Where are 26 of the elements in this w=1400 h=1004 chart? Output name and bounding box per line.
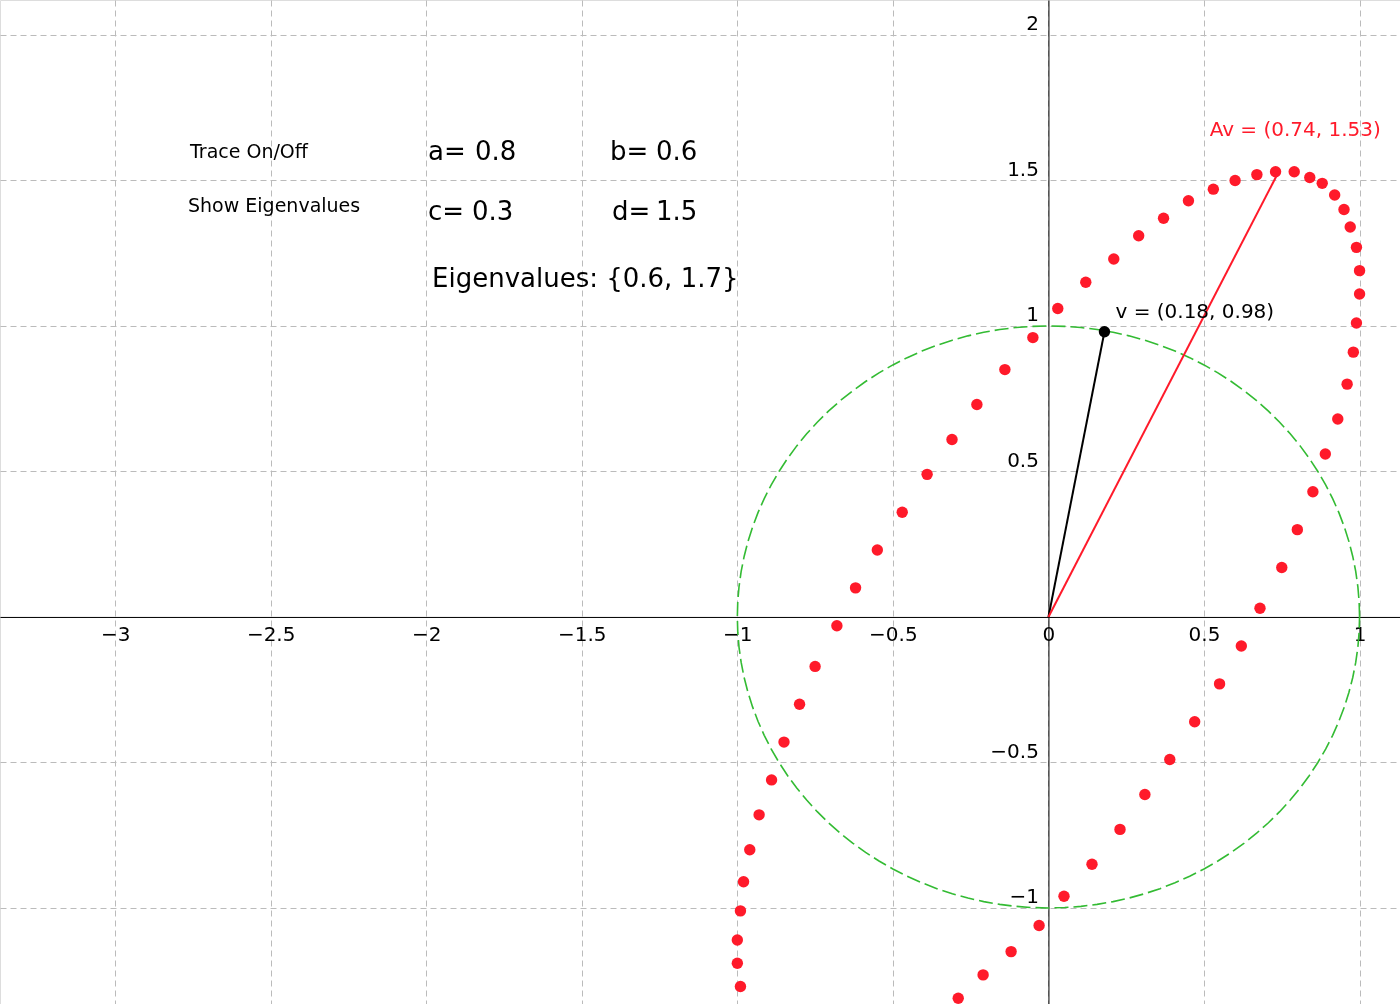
annotation: c= [428, 196, 465, 226]
annotation: a= [428, 136, 466, 166]
x-tick-label: −3 [100, 622, 131, 647]
annotation: 0.8 [475, 136, 517, 166]
y-tick-label: 2 [1026, 11, 1039, 36]
x-tick-label: 1 [1353, 622, 1367, 647]
y-tick-label: 1 [1026, 302, 1039, 327]
x-tick-label: 0.5 [1188, 622, 1221, 647]
x-tick-label: −1 [723, 622, 753, 647]
annotation: b= [610, 136, 649, 166]
annotation: Eigenvalues: {0.6, 1.7} [432, 263, 739, 293]
y-tick-label: 0.5 [1007, 447, 1039, 472]
y-tick-label: 1.5 [1007, 156, 1039, 181]
annotation: 0.6 [656, 136, 698, 166]
annotation: Show Eigenvalues [188, 194, 361, 216]
annotation: d= [612, 196, 651, 226]
y-tick-label: −1 [1009, 884, 1039, 909]
x-tick-label: −2.5 [246, 622, 296, 647]
annotation: 0.3 [472, 196, 514, 226]
annotation: 1.5 [656, 196, 698, 226]
annotation: Av = (0.74, 1.53) [1209, 116, 1381, 141]
x-tick-label: −0.5 [869, 622, 918, 647]
x-tick-label: −2 [411, 622, 442, 647]
annotation: Trace On/Off [189, 140, 309, 162]
y-tick-label: −0.5 [990, 738, 1039, 763]
x-tick-label: −1.5 [557, 622, 607, 647]
